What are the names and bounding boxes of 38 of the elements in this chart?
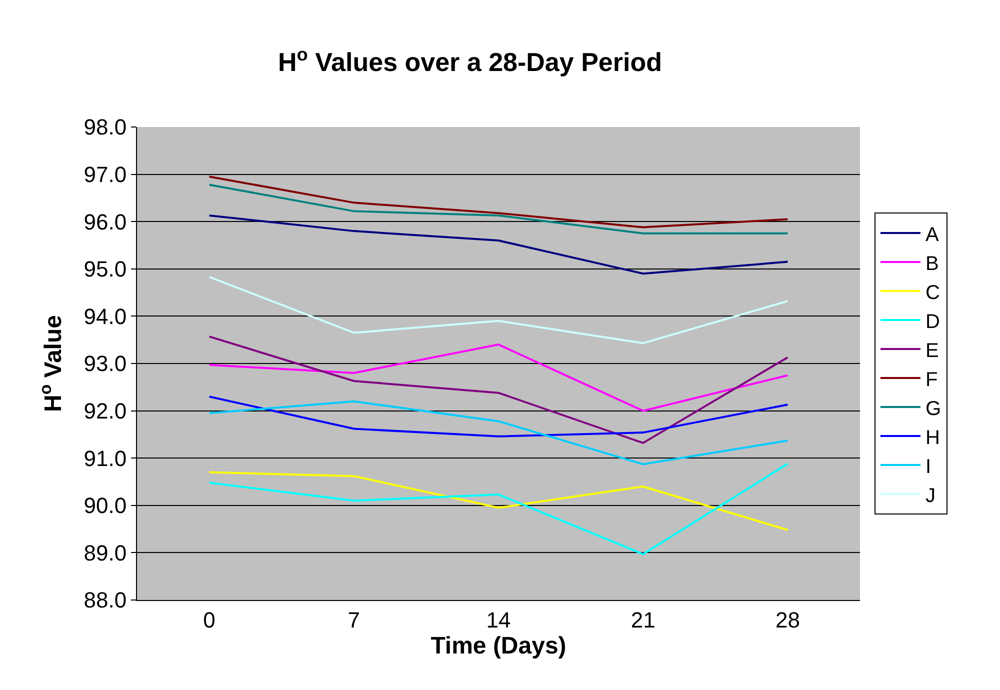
line-series <box>208 176 789 228</box>
y-tick-label: 92.0 <box>84 398 127 424</box>
chart-title: H$^{o}$ Values over a 28-Day Period <box>278 44 662 78</box>
y-tick-label: 94.0 <box>84 304 127 329</box>
x-tick-label: 7 <box>348 607 360 632</box>
x-axis-title: Time (Days) <box>430 632 566 660</box>
y-tick-label: 98.0 <box>84 114 127 140</box>
legend-label: C <box>925 282 940 304</box>
legend-label: H <box>925 426 940 449</box>
y-tick-label: 93.0 <box>84 351 127 376</box>
line-series <box>208 214 789 275</box>
legend-label: B <box>925 252 939 275</box>
y-tick-label: 97.0 <box>84 162 127 187</box>
legend-label: A <box>925 224 940 246</box>
legend-label: F <box>925 368 938 391</box>
legend-label: D <box>925 310 940 333</box>
line-series <box>208 336 789 444</box>
line-series <box>208 184 789 234</box>
y-tick-label: 95.0 <box>84 256 127 282</box>
legend-label: G <box>925 398 942 420</box>
line-series <box>208 462 789 556</box>
line-series <box>208 396 789 438</box>
line-series <box>208 471 789 531</box>
y-tick-label: 90.0 <box>84 493 127 518</box>
line-series <box>208 400 789 466</box>
y-tick-label: 89.0 <box>84 540 127 566</box>
y-tick-label: 88.0 <box>84 588 127 613</box>
legend-label: J <box>925 484 936 507</box>
legend-label: I <box>925 456 932 478</box>
x-tick-label: 28 <box>775 607 800 632</box>
x-tick-label: 21 <box>630 607 656 632</box>
x-tick-label: 14 <box>486 607 511 632</box>
y-tick-label: 91.0 <box>84 446 127 471</box>
y-tick-label: 96.0 <box>84 209 127 234</box>
line-series <box>208 276 789 344</box>
line-series <box>208 344 789 412</box>
legend-label: E <box>925 340 939 362</box>
x-tick-label: 0 <box>203 607 216 632</box>
